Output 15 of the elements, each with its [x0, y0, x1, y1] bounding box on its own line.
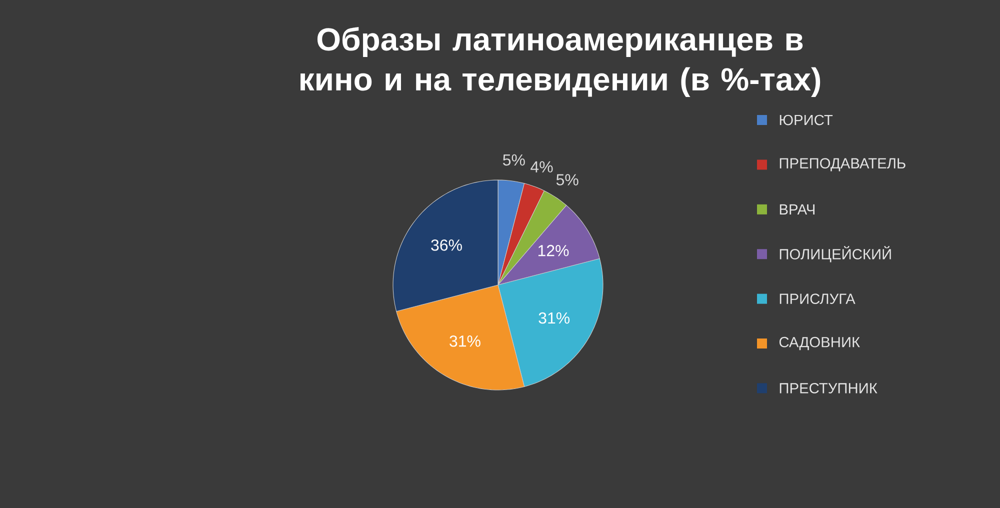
data-label: 31% [450, 335, 480, 347]
data-label: 4% [530, 161, 553, 172]
legend-label: ПОЛИЦЕЙСКИЙ [780, 246, 891, 262]
legend-label: САДОВНИК [779, 336, 860, 350]
legend-label: ПРИСЛУГА [780, 294, 856, 304]
data-label: 36% [431, 239, 462, 251]
legend-label: ЮРИСТ [780, 114, 833, 126]
data-label: 5% [503, 154, 525, 166]
data-label: 12% [538, 244, 569, 256]
chart-title: Образы латиноамериканцев в кино и на телевидении (в %-тах) [300, 26, 820, 98]
legend-label: ПРЕПОДАВАТЕЛЬ [780, 158, 906, 172]
legend-label: ПРЕСТУПНИК [780, 383, 878, 394]
legend-label: ВРАЧ [780, 204, 815, 214]
data-label: 5% [556, 174, 578, 186]
data-label: 31% [538, 312, 570, 324]
